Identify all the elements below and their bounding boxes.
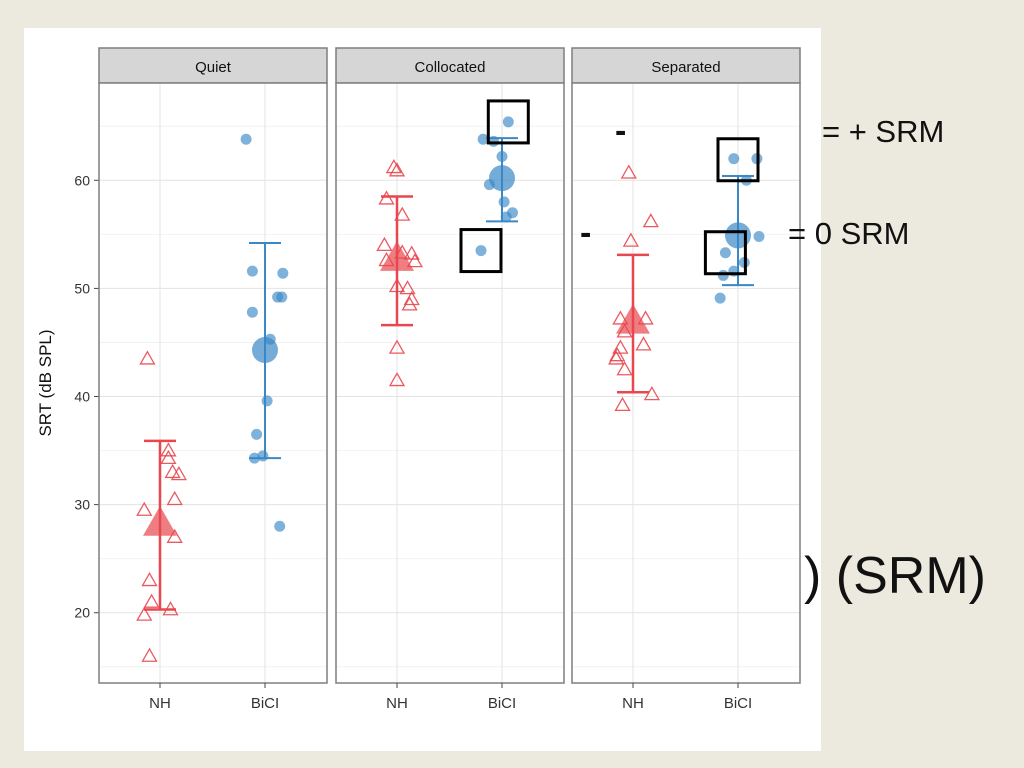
- srm-heading-fragment: ) (SRM): [804, 547, 986, 605]
- data-point: [753, 231, 765, 243]
- panel-border: [571, 82, 801, 684]
- data-point: [385, 159, 402, 174]
- zero-srm-label: = 0 SRM: [788, 216, 910, 251]
- plus-srm-label: = + SRM: [822, 114, 945, 149]
- x-tick-label: BiCI: [488, 695, 516, 712]
- x-tick-label: NH: [386, 695, 408, 712]
- data-point: [246, 306, 258, 318]
- data-point: [170, 466, 188, 481]
- data-point: [614, 396, 631, 412]
- data-point: [136, 606, 153, 621]
- facet-title: Quiet: [195, 59, 232, 76]
- data-point: [277, 267, 289, 279]
- data-point: [388, 162, 406, 177]
- data-point: [496, 151, 508, 163]
- data-point: [406, 253, 423, 268]
- data-point: [143, 593, 160, 608]
- data-point: [160, 442, 177, 457]
- data-point: [609, 347, 626, 362]
- panel-background: [336, 83, 564, 683]
- data-point: [401, 296, 418, 311]
- data-point: [637, 310, 654, 325]
- data-point: [622, 232, 640, 247]
- data-point: [240, 133, 252, 145]
- data-point: [160, 449, 177, 465]
- data-point: [399, 280, 416, 295]
- slide-panel: SRT (dB SPL) 20 30 40 50 60 Quiet NH BiCI Colloca…: [24, 28, 821, 751]
- mean-marker: [725, 222, 751, 249]
- data-point: [477, 133, 489, 145]
- facet-strip: [98, 47, 328, 84]
- mean-marker: [143, 506, 177, 536]
- facet-strip: [335, 47, 565, 84]
- mean-marker: [380, 241, 414, 271]
- panel-background: [572, 83, 800, 683]
- data-point: [717, 269, 729, 281]
- facet-title: Collocated: [415, 59, 486, 76]
- highlight-box: [486, 99, 530, 145]
- y-tick-label: 60: [74, 172, 90, 188]
- data-point: [276, 291, 288, 303]
- mean-marker: [252, 337, 278, 364]
- data-point: [136, 501, 153, 516]
- data-point: [274, 520, 286, 532]
- data-point: [635, 336, 652, 351]
- y-tick-label: 40: [74, 389, 90, 405]
- data-point: [388, 371, 406, 387]
- data-point: [728, 153, 740, 165]
- y-tick-label: 20: [74, 605, 90, 621]
- data-point: [257, 450, 269, 462]
- data-point: [500, 211, 512, 223]
- y-tick-label: 30: [74, 497, 90, 513]
- data-point: [388, 339, 406, 354]
- data-point: [608, 350, 625, 365]
- x-tick-label: BiCI: [251, 695, 279, 712]
- data-point: [166, 490, 183, 506]
- panel-border: [335, 82, 565, 684]
- facet-title: Separated: [651, 59, 720, 76]
- data-point: [620, 164, 637, 179]
- panel-border: [98, 82, 328, 684]
- data-point: [261, 395, 273, 407]
- data-point: [642, 213, 659, 228]
- highlight-box: [703, 230, 747, 276]
- data-point: [502, 116, 514, 128]
- faceted-srt-chart: SRT (dB SPL) 20 30 40 50 60 Quiet NH BiCI Colloca…: [36, 47, 801, 712]
- data-point: [141, 571, 158, 587]
- data-point: [643, 386, 661, 401]
- data-point: [403, 290, 420, 306]
- data-point: [251, 428, 263, 440]
- x-tick-label: NH: [622, 695, 644, 712]
- mean-marker: [616, 303, 650, 334]
- data-point: [249, 452, 260, 464]
- data-point: [498, 196, 510, 208]
- data-point: [394, 206, 411, 221]
- data-point: [714, 292, 726, 304]
- data-point: [246, 265, 258, 277]
- y-axis-title: SRT (dB SPL): [36, 329, 55, 436]
- x-tick-label: BiCI: [724, 695, 752, 712]
- data-point: [376, 236, 393, 252]
- x-tick-label: NH: [149, 695, 171, 712]
- facet-strip: [571, 47, 801, 84]
- dash-mark-lower: -: [580, 214, 592, 252]
- data-point: [166, 528, 183, 543]
- data-point: [141, 647, 158, 662]
- highlight-box: [459, 228, 503, 274]
- data-point: [162, 601, 179, 616]
- data-point: [475, 245, 487, 257]
- data-point: [719, 247, 731, 259]
- panel-background: [99, 83, 327, 683]
- dash-mark-upper: -: [615, 112, 627, 150]
- highlight-box: [716, 137, 760, 183]
- mean-marker: [489, 165, 515, 192]
- data-point: [139, 350, 156, 365]
- y-tick-label: 50: [74, 280, 90, 296]
- data-point: [388, 277, 406, 293]
- data-point: [378, 190, 395, 205]
- data-point: [612, 310, 629, 325]
- data-point: [616, 361, 633, 376]
